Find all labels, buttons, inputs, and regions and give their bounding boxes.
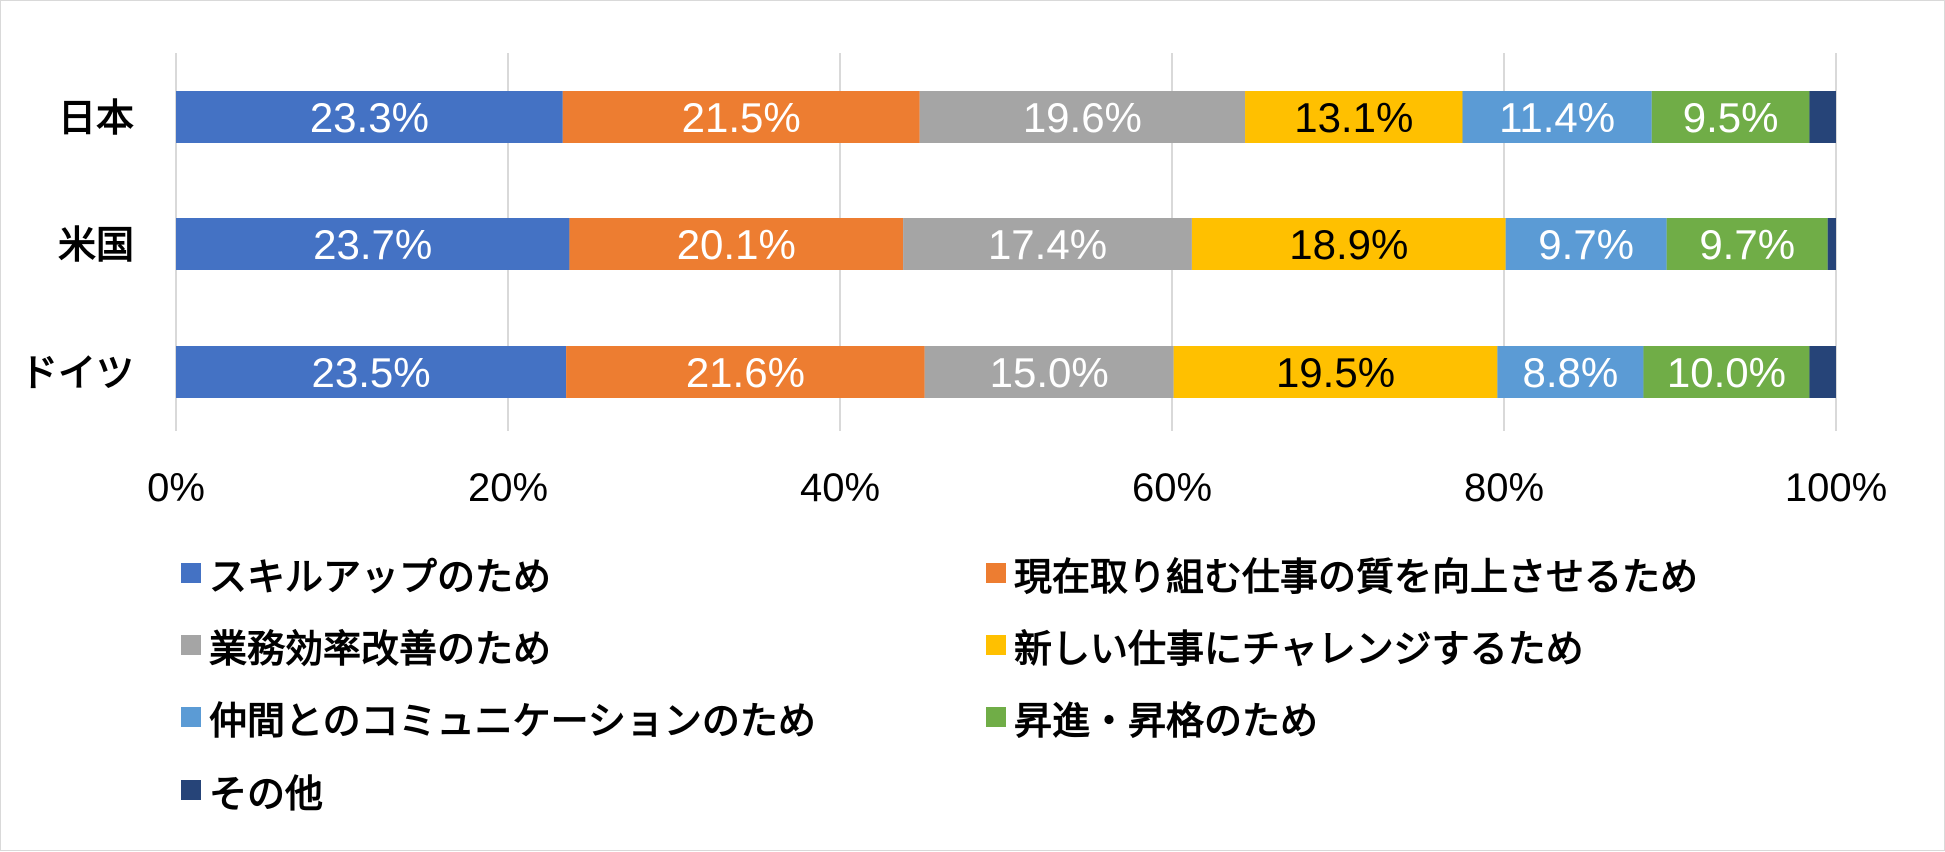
legend-label: その他	[209, 772, 323, 816]
legend-swatch	[986, 707, 1006, 727]
legend-label: スキルアップのため	[209, 555, 551, 599]
x-tick-label: 20%	[468, 466, 548, 510]
bar-segment	[1809, 346, 1836, 398]
legend-label: 業務効率改善のため	[209, 627, 551, 671]
x-tick-label: 0%	[147, 466, 205, 510]
data-label: 9.5%	[1683, 94, 1779, 141]
bars: 23.3% 21.5% 19.6% 13.1% 11.4% 9.5% 23.7% 20.1% 1…	[176, 91, 1836, 398]
bar-segment	[1828, 218, 1836, 270]
x-axis-tick-labels: 0% 20% 40% 60% 80% 100%	[147, 466, 1887, 510]
data-label: 23.5%	[312, 349, 431, 396]
category-label: 日本	[58, 96, 134, 140]
data-label: 10.0%	[1667, 349, 1786, 396]
x-tick-label: 60%	[1132, 466, 1212, 510]
legend-swatch	[181, 780, 201, 800]
legend-label: 新しい仕事にチャレンジするため	[1014, 627, 1584, 671]
data-label: 23.3%	[310, 94, 429, 141]
category-label: ドイツ	[20, 351, 134, 395]
x-tick-label: 80%	[1464, 466, 1544, 510]
data-label: 15.0%	[990, 349, 1109, 396]
data-label: 18.9%	[1289, 221, 1408, 268]
data-label: 19.5%	[1276, 349, 1395, 396]
data-label: 13.1%	[1294, 94, 1413, 141]
data-label: 19.6%	[1023, 94, 1142, 141]
data-label: 9.7%	[1699, 221, 1795, 268]
x-tick-label: 100%	[1785, 466, 1887, 510]
legend-swatch	[986, 563, 1006, 583]
legend-swatch	[181, 635, 201, 655]
legend-label: 現在取り組む仕事の質を向上させるため	[1014, 555, 1698, 599]
legend-swatch	[986, 635, 1006, 655]
category-label: 米国	[58, 223, 134, 267]
data-label: 20.1%	[677, 221, 796, 268]
data-label: 23.7%	[313, 221, 432, 268]
data-label: 21.6%	[686, 349, 805, 396]
legend-label: 昇進・昇格のため	[1014, 699, 1318, 743]
data-label: 8.8%	[1523, 349, 1619, 396]
legend-swatch	[181, 563, 201, 583]
legend-label: 仲間とのコミュニケーションのため	[209, 699, 816, 743]
x-tick-label: 40%	[800, 466, 880, 510]
bar-segment	[1809, 91, 1836, 143]
legend-swatch	[181, 707, 201, 727]
data-label: 17.4%	[988, 221, 1107, 268]
data-label: 9.7%	[1538, 221, 1634, 268]
data-label: 11.4%	[1499, 94, 1615, 141]
data-label: 21.5%	[682, 94, 801, 141]
